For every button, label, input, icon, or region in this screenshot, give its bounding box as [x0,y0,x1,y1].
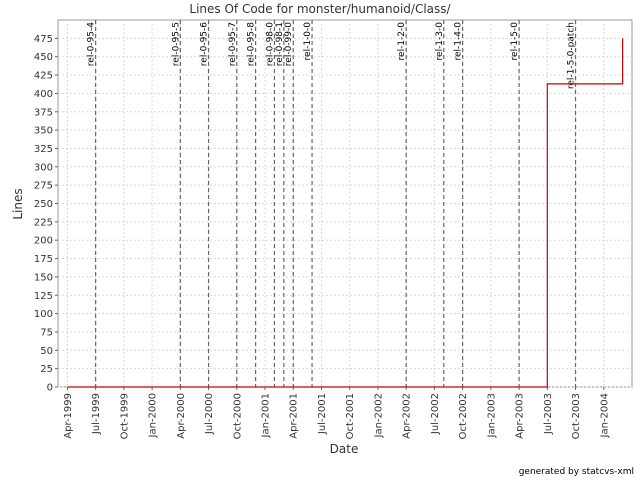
y-tick-label: 275 [34,181,53,192]
release-label: rel-1-3-0 [435,22,445,61]
release-label: rel-0-98-1 [275,22,285,66]
y-tick-label: 150 [34,272,53,283]
y-axis-label: Lines [11,188,25,219]
x-tick-label: Oct-2003 [571,393,582,439]
x-tick-label: Jul-2003 [543,393,554,435]
y-tick-label: 25 [40,364,53,375]
release-label: rel-1-0-0 [303,22,313,61]
release-label: rel-1-5-0-patch [567,22,577,89]
release-label: rel-1-4-0 [454,22,464,61]
x-tick-label: Jul-1999 [91,393,102,435]
x-tick-label: Oct-1999 [119,393,130,439]
release-label: rel-0-95-5 [171,22,181,66]
y-tick-label: 425 [34,71,53,82]
y-tick-label: 100 [34,309,53,320]
x-tick-label: Jan-2003 [486,393,497,438]
y-tick-label: 400 [34,89,53,100]
series-line [67,38,624,388]
footer: generated by statcvs-xml [519,467,634,477]
y-tick-label: 300 [34,162,53,173]
x-axis-label: Date [330,442,359,456]
y-tick-label: 225 [34,217,53,228]
y-tick-label: 175 [34,254,53,265]
chart-title: Lines Of Code for monster/humanoid/Class… [189,2,451,16]
release-label: rel-0-95-4 [87,22,97,66]
x-tick-label: Jan-2001 [261,393,272,438]
y-tick-label: 0 [47,383,53,394]
x-tick-label: Apr-2002 [402,393,413,439]
y-tick-label: 50 [40,346,53,357]
release-label: rel-0-95-6 [200,22,210,66]
y-tick-label: 250 [34,199,53,210]
y-tick-label: 375 [34,107,53,118]
x-tick-label: Jul-2001 [317,393,328,435]
y-tick-label: 75 [40,327,53,338]
y-tick-label: 475 [34,34,53,45]
y-tick-label: 350 [34,126,53,137]
x-tick-label: Jan-2000 [148,393,159,438]
x-tick-label: Jan-2002 [373,393,384,438]
x-tick-label: Oct-2000 [232,393,243,439]
release-label: rel-0-95-7 [228,22,238,66]
y-tick-label: 325 [34,144,53,155]
release-label: rel-0-98-0 [265,22,275,66]
x-tick-label: Jul-2002 [430,393,441,435]
plot-area [57,19,633,388]
x-tick-label: Jul-2000 [204,393,215,435]
x-tick-label: Jan-2004 [599,393,610,438]
x-tick-label: Apr-2000 [176,393,187,439]
x-tick-label: Apr-1999 [63,393,74,439]
release-label: rel-0-95-8 [247,22,257,66]
y-tick-label: 450 [34,52,53,63]
x-tick-label: Oct-2001 [345,393,356,439]
y-tick-label: 125 [34,291,53,302]
x-tick-label: Oct-2002 [458,393,469,439]
release-label: rel-1-2-0 [397,22,407,61]
release-label: rel-1-5-0 [510,22,520,61]
y-tick-label: 200 [34,236,53,247]
x-tick-label: Apr-2001 [289,393,300,439]
x-tick-label: Apr-2003 [515,393,526,439]
release-label: rel-0-99-0 [284,22,294,66]
